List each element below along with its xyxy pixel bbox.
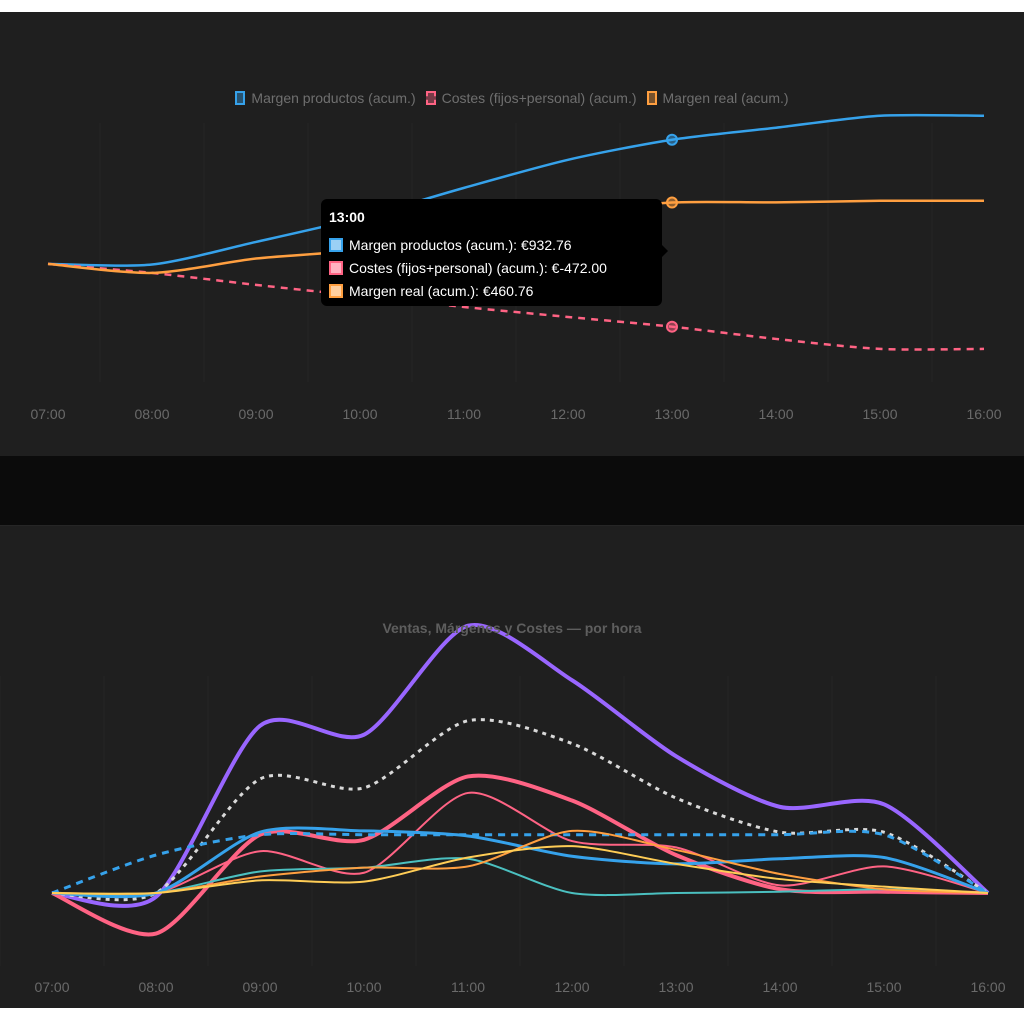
x-tick-label: 10:00: [342, 406, 377, 422]
x-tick-label: 14:00: [762, 979, 797, 995]
x-tick-label: 11:00: [447, 406, 481, 422]
x-tick-label: 09:00: [242, 979, 277, 995]
x-tick-label: 08:00: [138, 979, 173, 995]
tooltip-swatch-icon: [329, 283, 343, 298]
tooltip-title: 13:00: [329, 209, 365, 225]
bottom-margin: [0, 1008, 1024, 1024]
data-point-highlight: [666, 320, 678, 333]
data-point-highlight: [666, 196, 678, 209]
legend-item-margen-real[interactable]: Margen real (acum.): [646, 90, 789, 106]
series-line-0: [47, 113, 985, 267]
tooltip-row: Costes (fijos+personal) (acum.): €-472.0…: [329, 256, 654, 279]
tooltip-text: Margen real (acum.): €460.76: [349, 282, 534, 299]
legend-item-margen-productos[interactable]: Margen productos (acum.): [235, 90, 416, 106]
chart-legend: Margen productos (acum.) Costes (fijos+p…: [0, 90, 1024, 106]
tooltip-text: Costes (fijos+personal) (acum.): €-472.0…: [349, 259, 607, 276]
series-line-2: [51, 773, 989, 937]
x-tick-label: 12:00: [554, 979, 589, 995]
x-tick-label: 10:00: [346, 979, 381, 995]
chart-tooltip: 13:00 Margen productos (acum.): €932.76 …: [321, 199, 668, 306]
hourly-chart-panel: 07:00 08:00 09:00 10:00 11:00 12:00 13:00 14:00…: [0, 525, 1024, 1009]
x-tick-label: 08:00: [134, 406, 169, 422]
x-tick-label: 11:00: [451, 979, 485, 995]
series-line-6: [51, 857, 989, 897]
tooltip-row: Margen real (acum.): €460.76: [329, 279, 654, 302]
tooltip-text: Margen productos (acum.): €932.76: [349, 236, 572, 253]
cumulative-chart-panel: 07:00 08:00 09:00 10:00 11:00 12:00 13:00 14:00…: [0, 12, 1024, 457]
x-tick-label: 09:00: [238, 406, 273, 422]
series-line-4: [51, 826, 989, 899]
tooltip-swatch-icon: [329, 260, 343, 275]
x-tick-label: 14:00: [758, 406, 793, 422]
legend-item-costes[interactable]: Costes (fijos+personal) (acum.): [425, 90, 637, 106]
x-tick-label: 15:00: [862, 406, 897, 422]
tooltip-swatch-icon: [329, 237, 343, 252]
x-tick-label: 12:00: [550, 406, 585, 422]
panel-gap: [0, 456, 1024, 525]
tooltip-row: Margen productos (acum.): €932.76: [329, 233, 654, 256]
x-tick-label: 07:00: [34, 979, 69, 995]
legend-swatch-icon: [235, 91, 246, 105]
x-tick-label: 15:00: [866, 979, 901, 995]
legend-label: Costes (fijos+personal) (acum.): [441, 90, 637, 106]
x-tick-label: 07:00: [30, 406, 65, 422]
data-point-highlight: [666, 133, 678, 146]
series-line-8: [51, 845, 989, 895]
cumulative-chart[interactable]: 07:00 08:00 09:00 10:00 11:00 12:00 13:00 14:00…: [0, 12, 1024, 456]
x-tick-label: 16:00: [970, 979, 1005, 995]
top-margin: [0, 0, 1024, 12]
legend-label: Margen real (acum.): [662, 90, 789, 106]
x-tick-label: 13:00: [654, 406, 689, 422]
legend-swatch-icon: [425, 91, 436, 105]
grid: [0, 676, 937, 966]
series-line-1: [51, 718, 989, 902]
x-tick-label: 13:00: [658, 979, 693, 995]
series-line-3: [51, 791, 989, 897]
x-tick-label: 16:00: [966, 406, 1001, 422]
series-line-1: [47, 262, 985, 351]
hourly-chart[interactable]: 07:00 08:00 09:00 10:00 11:00 12:00 13:00 14:00…: [0, 526, 1024, 1009]
series-line-0: [51, 622, 990, 908]
legend-label: Margen productos (acum.): [251, 90, 416, 106]
chart-title: Ventas, Márgenes y Costes — por hora: [382, 620, 642, 636]
legend-swatch-icon: [646, 91, 657, 105]
